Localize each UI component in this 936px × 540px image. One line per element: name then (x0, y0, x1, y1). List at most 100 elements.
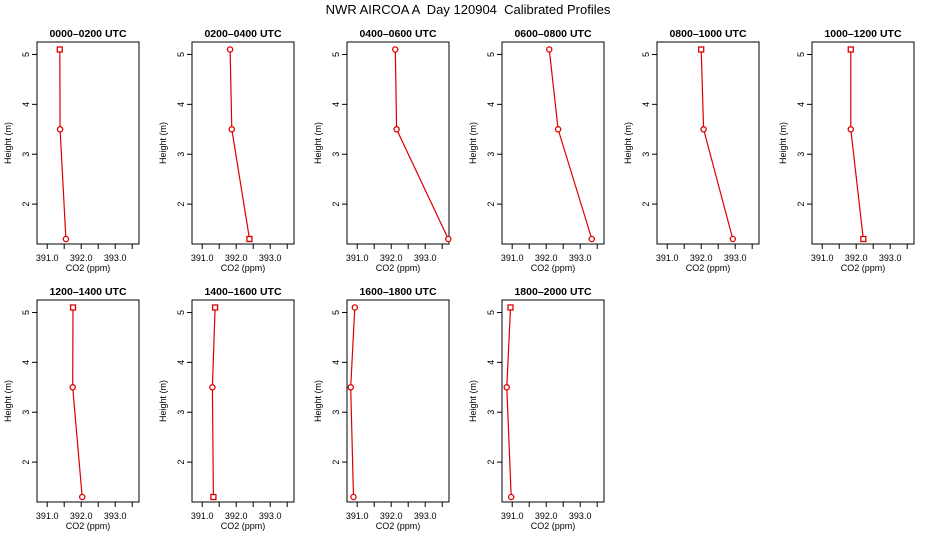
x-tick-label: 393.0 (414, 253, 437, 263)
x-axis-label: CO2 (ppm) (66, 263, 111, 273)
y-tick-label: 5 (331, 52, 341, 57)
y-tick-label: 2 (796, 202, 806, 207)
y-tick-label: 2 (176, 202, 186, 207)
data-point (347, 384, 354, 391)
y-tick-label: 5 (21, 310, 31, 315)
panel-title: 1800–2000 UTC (514, 286, 591, 298)
profile-line (700, 49, 734, 240)
x-tick-label: 392.0 (845, 253, 868, 263)
data-point (729, 235, 737, 243)
y-tick-label: 4 (176, 360, 186, 365)
x-tick-label: 393.0 (259, 511, 282, 521)
x-tick-label: 392.0 (535, 253, 558, 263)
y-tick-label: 4 (641, 102, 651, 107)
x-tick-label: 392.0 (535, 511, 558, 521)
data-point (211, 304, 219, 311)
x-axis-label: CO2 (ppm) (221, 521, 266, 531)
y-tick-label: 3 (331, 410, 341, 415)
data-point (393, 126, 400, 133)
data-point (56, 126, 64, 133)
y-tick-label: 5 (331, 310, 341, 315)
x-tick-label: 393.0 (569, 253, 592, 263)
data-point (507, 493, 515, 501)
profile-line (394, 49, 449, 240)
x-tick-label: 391.0 (36, 253, 59, 263)
y-tick-label: 4 (486, 102, 496, 107)
y-tick-label: 3 (641, 152, 651, 157)
profile-line (72, 307, 83, 498)
data-point (588, 235, 596, 243)
data-point (700, 126, 707, 133)
x-tick-label: 391.0 (501, 253, 524, 263)
y-tick-label: 2 (641, 202, 651, 207)
profile-line (506, 307, 512, 498)
panel-title: 1200–1400 UTC (49, 286, 126, 298)
data-point (860, 235, 867, 243)
y-tick-label: 4 (21, 360, 31, 365)
y-tick-label: 4 (331, 360, 341, 365)
panel-title: 1000–1200 UTC (824, 28, 901, 40)
y-tick-label: 2 (21, 460, 31, 465)
panel-title: 0800–1000 UTC (669, 28, 746, 40)
plot-frame (191, 41, 295, 245)
x-tick-label: 391.0 (656, 253, 679, 263)
data-point (445, 235, 452, 243)
y-tick-label: 5 (796, 52, 806, 57)
x-axis-label: CO2 (ppm) (686, 263, 731, 273)
y-axis-label: Height (m) (313, 122, 323, 164)
x-tick-label: 393.0 (414, 511, 437, 521)
y-tick-label: 3 (486, 152, 496, 157)
y-tick-label: 3 (21, 410, 31, 415)
y-axis-label: Height (m) (468, 122, 478, 164)
y-tick-label: 4 (21, 102, 31, 107)
y-axis-label: Height (m) (158, 380, 168, 422)
x-tick-label: 391.0 (191, 511, 214, 521)
x-tick-label: 392.0 (690, 253, 713, 263)
data-point (226, 46, 234, 53)
x-tick-label: 391.0 (501, 511, 524, 521)
x-tick-label: 393.0 (104, 511, 127, 521)
y-axis-label: Height (m) (3, 122, 13, 164)
x-tick-label: 391.0 (346, 511, 369, 521)
y-tick-label: 5 (176, 52, 186, 57)
x-tick-label: 392.0 (70, 511, 93, 521)
figure-title: NWR AIRCOA A Day 120904 Calibrated Profi… (325, 2, 611, 17)
data-point (209, 384, 216, 391)
y-tick-label: 4 (796, 102, 806, 107)
y-tick-label: 4 (176, 102, 186, 107)
x-axis-label: CO2 (ppm) (221, 263, 266, 273)
y-tick-label: 2 (331, 202, 341, 207)
y-axis-label: Height (m) (313, 380, 323, 422)
y-tick-label: 5 (21, 52, 31, 57)
x-tick-label: 391.0 (346, 253, 369, 263)
data-point (78, 493, 86, 501)
x-tick-label: 393.0 (879, 253, 902, 263)
y-tick-label: 3 (331, 152, 341, 157)
y-axis-label: Height (m) (623, 122, 633, 164)
data-point (69, 304, 77, 311)
y-tick-label: 3 (176, 152, 186, 157)
data-point (392, 46, 399, 53)
x-tick-label: 392.0 (225, 253, 248, 263)
data-point (62, 235, 70, 243)
profile-line (548, 49, 593, 240)
x-axis-label: CO2 (ppm) (376, 521, 421, 531)
y-tick-label: 5 (641, 52, 651, 57)
data-point (246, 235, 253, 243)
x-tick-label: 393.0 (104, 253, 127, 263)
x-tick-label: 392.0 (225, 511, 248, 521)
y-tick-label: 4 (486, 360, 496, 365)
data-point (69, 384, 76, 391)
plot-frame (346, 299, 450, 503)
profile-line (350, 307, 356, 498)
y-tick-label: 5 (486, 310, 496, 315)
y-tick-label: 3 (486, 410, 496, 415)
y-tick-label: 2 (176, 460, 186, 465)
